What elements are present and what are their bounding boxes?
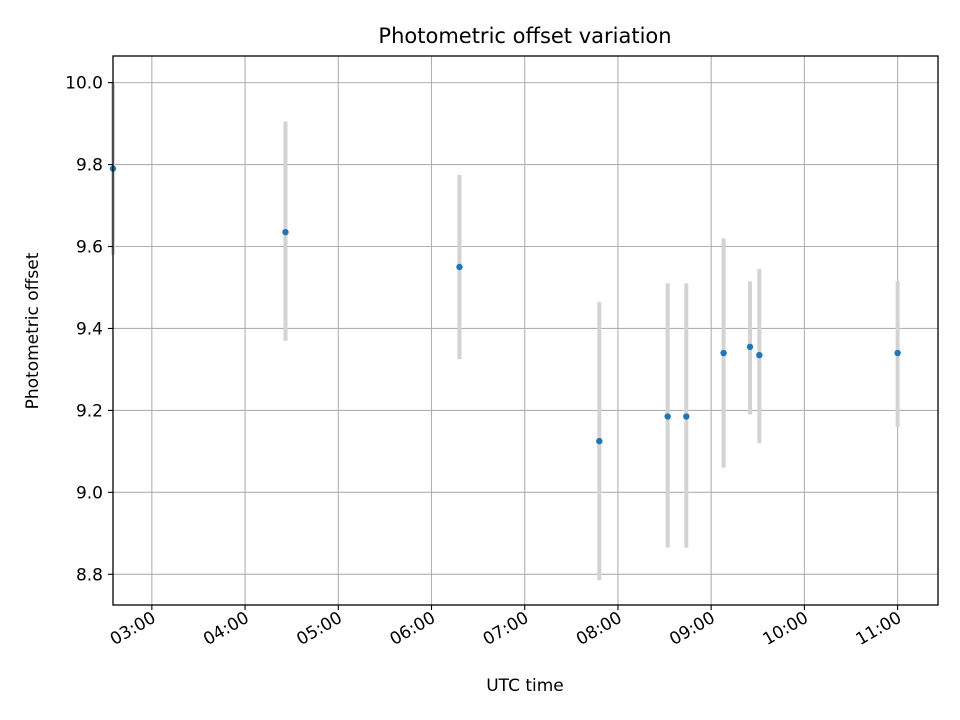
x-tick-label: 10:00 <box>759 608 811 650</box>
chart-title: Photometric offset variation <box>378 24 671 48</box>
data-point <box>596 437 603 445</box>
x-tick-label: 04:00 <box>200 608 252 650</box>
data-point <box>746 343 754 351</box>
data-point <box>664 413 671 420</box>
x-tick-label: 05:00 <box>293 608 345 650</box>
y-tick-label: 10.0 <box>65 74 103 94</box>
y-tick-label: 9.2 <box>76 401 103 421</box>
y-axis-label: Photometric offset <box>23 252 43 409</box>
y-tick-label: 9.8 <box>76 156 103 176</box>
x-tick-label: 11:00 <box>853 608 905 650</box>
y-tick-label: 9.0 <box>76 483 103 503</box>
x-tick-label: 06:00 <box>387 608 439 650</box>
plot-frame <box>112 55 939 606</box>
y-tick-label: 9.4 <box>76 319 103 339</box>
data-point <box>282 228 289 236</box>
data-point <box>683 413 690 420</box>
data-point <box>756 351 763 359</box>
axis-ticks: 8.8 9.0 9.2 9.4 9.6 9.8 10.0 03:00 04:00 05:00 06:… <box>65 74 905 650</box>
data-points <box>109 165 901 445</box>
x-tick-label: 07:00 <box>480 608 532 650</box>
x-axis-label: UTC time <box>486 676 564 696</box>
data-point <box>456 263 463 271</box>
y-tick-label: 8.8 <box>76 565 103 585</box>
grid-lines <box>113 56 938 605</box>
x-tick-label: 08:00 <box>573 608 625 650</box>
x-tick-label: 09:00 <box>666 608 718 650</box>
data-point <box>720 349 727 357</box>
y-tick-label: 9.6 <box>76 238 103 258</box>
x-tick-label: 03:00 <box>107 608 159 650</box>
error-bars <box>111 82 900 581</box>
data-point <box>894 349 901 357</box>
